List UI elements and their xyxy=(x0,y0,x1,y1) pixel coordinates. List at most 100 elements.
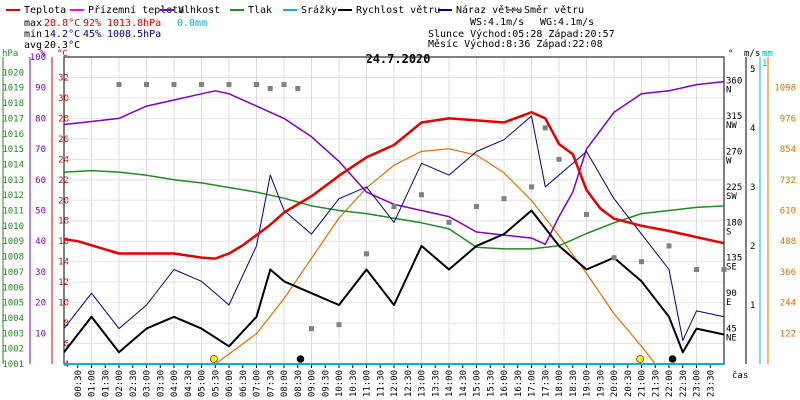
direction-name: W xyxy=(726,156,732,166)
x-tick-label: 12:00 xyxy=(390,370,400,397)
x-tick-label: 22:00 xyxy=(665,370,675,397)
direction-name: SE xyxy=(726,263,737,273)
hpa-tick: 1002 xyxy=(2,345,24,355)
direction-tick: 315 xyxy=(726,112,742,122)
wind-direction-point xyxy=(199,82,204,88)
direction-tick: 270 xyxy=(726,147,742,157)
wind-direction-point xyxy=(694,267,699,273)
hpa-tick: 1009 xyxy=(2,237,24,247)
x-tick-label: 19:00 xyxy=(583,370,593,397)
hpa-tick: 1019 xyxy=(2,84,24,94)
x-tick-label: 03:00 xyxy=(143,370,153,397)
x-tick-label: 01:00 xyxy=(88,370,98,397)
chart-title: 24.7.2020 xyxy=(365,52,430,66)
wind-direction-point xyxy=(254,82,259,88)
x-tick-label: 23:00 xyxy=(693,370,703,397)
wind-direction-point xyxy=(226,82,232,88)
series-temperature-line xyxy=(63,111,725,260)
stat-wg: WG:4.1m/s xyxy=(540,17,594,28)
wind-direction-point xyxy=(542,125,548,131)
hpa-tick: 1010 xyxy=(2,222,24,232)
hpa-tick: 1013 xyxy=(2,176,24,186)
x-tick-label: 18:00 xyxy=(555,370,565,397)
pct-tick: 50 xyxy=(35,207,46,217)
legend-label: Vlhkost xyxy=(178,5,220,16)
direction-name: SW xyxy=(726,192,737,202)
hpa-tick: 1007 xyxy=(2,268,24,278)
stat-sun: Slunce Východ:05:28 Západ:20:57 xyxy=(428,28,615,40)
direction-tick: 225 xyxy=(726,183,742,193)
series-solar-line xyxy=(214,148,656,365)
wind-direction-point xyxy=(446,219,452,225)
moonset-marker xyxy=(668,355,677,363)
celsius-tick: 8 xyxy=(64,319,69,329)
x-tick-label: 07:00 xyxy=(253,370,263,397)
axis-unit-label: % xyxy=(40,49,46,59)
x-tick-label: 11:30 xyxy=(376,370,386,397)
legend-label: Teplota xyxy=(24,5,66,16)
hpa-tick: 1020 xyxy=(2,68,24,78)
axis-unit-label: hPa xyxy=(2,49,18,59)
pct-tick: 20 xyxy=(35,299,46,309)
direction-tick: 90 xyxy=(726,289,737,299)
x-tick-label: 07:30 xyxy=(266,370,276,397)
x-tick-label: 14:30 xyxy=(459,370,469,397)
stat-max-hum: 92% xyxy=(83,18,101,29)
stat-max-press: 1013.8hPa xyxy=(107,18,161,29)
pct-tick: 100 xyxy=(30,53,46,63)
hpa-tick: 1018 xyxy=(2,99,24,109)
x-tick-label: 15:30 xyxy=(486,370,496,397)
stat-max-temp: 28.8°C xyxy=(44,18,80,29)
x-tick-label: 13:00 xyxy=(418,370,428,397)
x-tick-label: 12:30 xyxy=(404,370,414,397)
wind-tick: 2 xyxy=(750,242,755,252)
wind-direction-point xyxy=(721,267,727,273)
pct-tick: 90 xyxy=(35,84,46,94)
x-tick-label: 05:00 xyxy=(198,370,208,397)
wind-direction-point xyxy=(639,259,644,265)
solar-tick: 244 xyxy=(780,299,796,309)
legend-label: Rychlost větru xyxy=(356,4,440,16)
direction-tick: 180 xyxy=(726,218,742,228)
sunset-marker xyxy=(636,355,644,363)
series-gust-line xyxy=(63,115,725,341)
wind-direction-point xyxy=(501,196,507,202)
hpa-tick: 1004 xyxy=(2,314,24,324)
stat-avg-label: avg xyxy=(24,40,42,51)
wind-direction-point xyxy=(584,211,589,217)
x-tick-label: 02:00 xyxy=(115,370,125,397)
hpa-tick: 1005 xyxy=(2,299,24,309)
series-humidity-line xyxy=(63,80,725,246)
x-tick-label: 06:00 xyxy=(225,370,235,397)
wind-direction-point xyxy=(556,156,562,162)
wind-direction-point xyxy=(144,82,149,88)
plot-area xyxy=(63,80,727,365)
moonrise-marker xyxy=(296,355,305,363)
series-wind-line xyxy=(63,209,725,354)
solar-tick: 976 xyxy=(780,114,796,124)
x-tick-label: 21:00 xyxy=(638,370,648,397)
x-tick-label: 00:30 xyxy=(74,370,84,397)
direction-name: NW xyxy=(726,121,737,131)
axis-unit-label: ° xyxy=(728,49,733,59)
stat-min-label: min xyxy=(24,29,42,40)
x-tick-label: 23:30 xyxy=(706,370,716,397)
hpa-tick: 1001 xyxy=(2,360,24,370)
stat-min-hum: 45% xyxy=(83,29,101,40)
stat-min-temp: 14.2°C xyxy=(44,29,80,40)
axis-unit-label: °C xyxy=(57,49,68,59)
hpa-tick: 1016 xyxy=(2,130,24,140)
wind-direction-point xyxy=(364,251,369,257)
stat-max-rain: 0.0mm xyxy=(177,18,207,29)
x-tick-label: 03:30 xyxy=(156,370,166,397)
x-tick-label: 01:30 xyxy=(101,370,111,397)
wind-tick: 4 xyxy=(750,124,755,134)
stats-block: max 28.8°C 92% 1013.8hPa 0.0mm min 14.2°… xyxy=(24,17,615,51)
time-axis-label: čas xyxy=(732,370,748,381)
hpa-tick: 1012 xyxy=(2,191,24,201)
stat-max-label: max xyxy=(24,18,42,29)
x-tick-label: 11:00 xyxy=(363,370,373,397)
legend-label: Směr větru xyxy=(524,4,584,16)
wind-direction-point xyxy=(309,326,314,332)
x-tick-label: 05:30 xyxy=(211,370,221,397)
